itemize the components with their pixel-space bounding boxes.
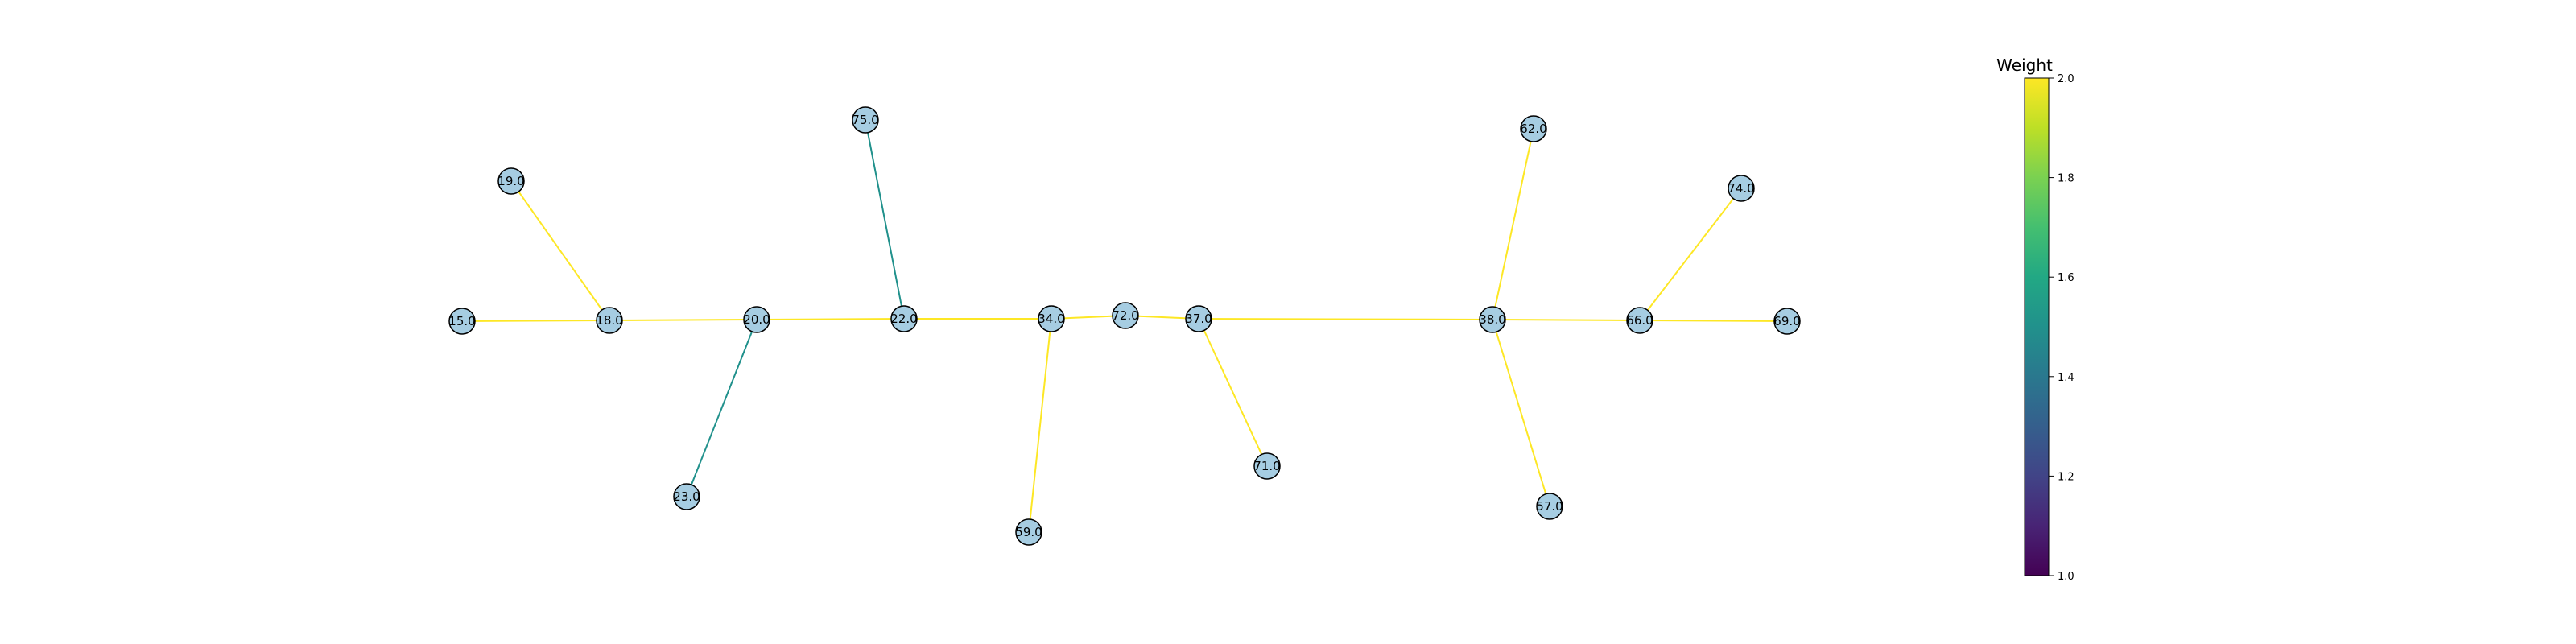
node-circle	[497, 167, 525, 195]
colorbar-tick-label: 1.2	[2058, 471, 2074, 483]
node-circle	[596, 307, 623, 334]
edge-66.0-69.0	[1639, 320, 1788, 322]
graph-node: 19.0	[497, 167, 525, 195]
graph-node: 34.0	[1038, 305, 1065, 332]
edge-20.0-22.0	[756, 318, 905, 320]
node-circle	[1479, 306, 1506, 333]
node-circle	[1520, 115, 1547, 142]
graph-node: 75.0	[852, 106, 879, 134]
graph-node: 66.0	[1626, 307, 1653, 334]
node-label: 62.0	[1520, 122, 1546, 136]
node-label: 22.0	[890, 312, 917, 326]
node-label: 74.0	[1728, 181, 1754, 196]
edge-38.0-57.0	[1492, 319, 1550, 507]
node-circle	[743, 306, 770, 333]
node-label: 34.0	[1038, 312, 1064, 326]
node-circle	[1112, 302, 1139, 329]
edge-18.0-19.0	[510, 180, 610, 321]
edge-15.0-18.0	[461, 320, 610, 322]
node-circle	[1536, 493, 1563, 520]
graph-node: 72.0	[1112, 302, 1139, 329]
graph-node: 37.0	[1185, 305, 1212, 332]
node-label: 20.0	[743, 312, 770, 327]
node-circle	[673, 483, 700, 510]
edges-layer	[461, 119, 1788, 533]
colorbar-tick-label: 1.0	[2058, 571, 2074, 583]
nodes-layer: 15.0 18.0 19.0 20.0 23.0 22.0 75.0 34.0 59.0 72.0…	[448, 106, 1801, 546]
node-label: 66.0	[1626, 313, 1653, 328]
node-label: 19.0	[497, 174, 524, 188]
colorbar-gradient	[2024, 77, 2050, 576]
node-circle	[852, 106, 879, 134]
colorbar-tick-label: 2.0	[2058, 73, 2074, 85]
node-circle	[1773, 308, 1801, 335]
edge-22.0-75.0	[865, 119, 905, 320]
graph-node: 18.0	[596, 307, 623, 334]
edge-34.0-59.0	[1028, 318, 1052, 533]
node-label: 57.0	[1536, 499, 1563, 514]
node-circle	[890, 305, 918, 332]
colorbar-tick-label: 1.6	[2058, 272, 2074, 284]
colorbar-tick-label: 1.8	[2058, 173, 2074, 185]
node-circle	[1038, 305, 1065, 332]
node-label: 18.0	[596, 313, 622, 328]
node-circle	[1015, 518, 1042, 546]
colorbar: Weight 1.0 1.2 1.4 1.6 1.8 2.0	[1996, 56, 2074, 583]
node-circle	[1728, 175, 1755, 202]
graph-node: 22.0	[890, 305, 918, 332]
colorbar-title: Weight	[1996, 56, 2053, 75]
node-label: 38.0	[1479, 312, 1505, 327]
node-circle	[448, 308, 476, 335]
edge-66.0-74.0	[1639, 188, 1742, 321]
edge-38.0-62.0	[1492, 128, 1534, 320]
node-circle	[1253, 452, 1281, 480]
graph-node: 20.0	[743, 306, 770, 333]
edge-20.0-23.0	[686, 319, 758, 497]
node-circle	[1626, 307, 1653, 334]
colorbar-ticks: 1.0 1.2 1.4 1.6 1.8 2.0	[2049, 73, 2074, 583]
graph-node: 74.0	[1728, 175, 1755, 202]
graph-node: 69.0	[1773, 308, 1801, 335]
node-label: 15.0	[448, 314, 475, 328]
graph-node: 71.0	[1253, 452, 1281, 480]
node-circle	[1185, 305, 1212, 332]
node-label: 71.0	[1253, 459, 1280, 473]
graph-node: 15.0	[448, 308, 476, 335]
graph-node: 62.0	[1520, 115, 1547, 142]
edge-37.0-71.0	[1198, 318, 1268, 467]
graph-node: 23.0	[673, 483, 700, 510]
node-label: 69.0	[1773, 314, 1800, 328]
colorbar-tick-label: 1.4	[2058, 372, 2074, 384]
node-label: 75.0	[852, 113, 878, 127]
graph-node: 38.0	[1479, 306, 1506, 333]
graph-node: 59.0	[1015, 518, 1042, 546]
node-label: 37.0	[1185, 312, 1212, 326]
node-label: 59.0	[1015, 525, 1042, 539]
graph-node: 57.0	[1536, 493, 1563, 520]
edge-37.0-38.0	[1198, 318, 1493, 320]
node-label: 72.0	[1112, 308, 1138, 323]
node-label: 23.0	[673, 489, 700, 504]
